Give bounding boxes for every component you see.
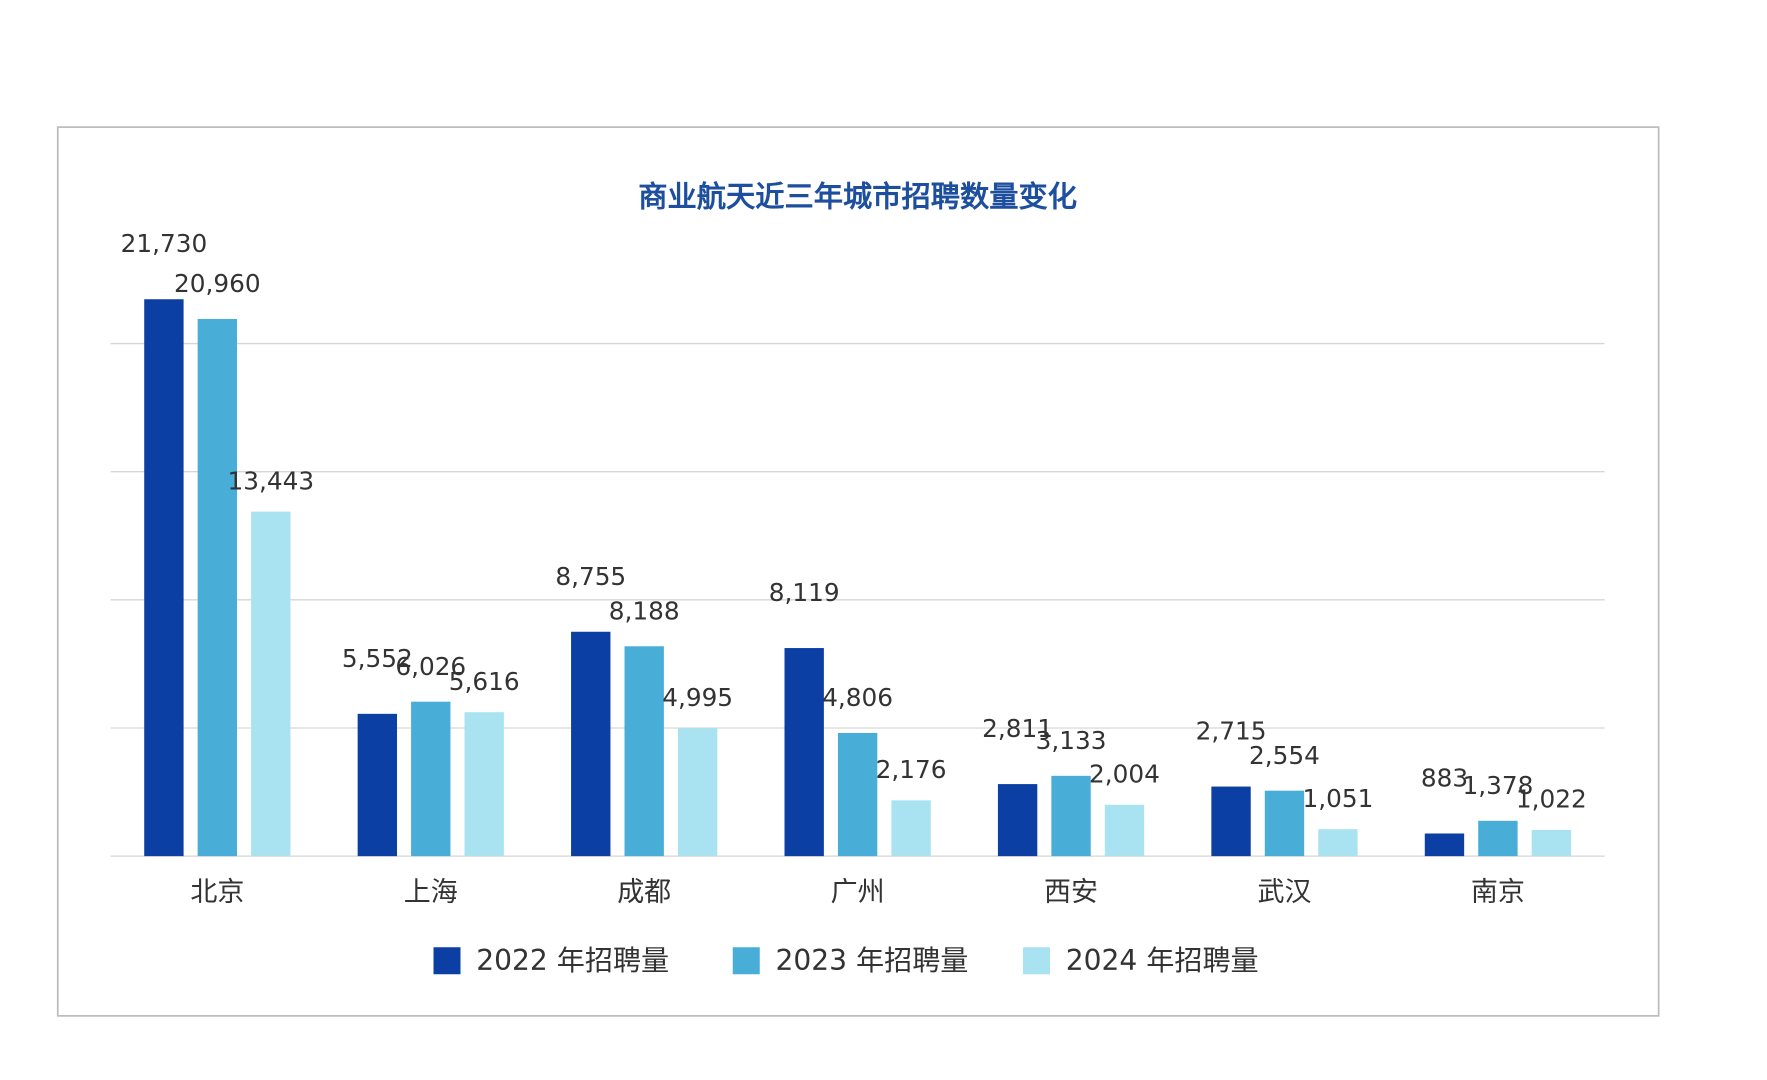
x-tick-label: 西安 [1044,877,1098,908]
value-label: 4,806 [822,683,893,712]
bar [357,713,398,857]
bar [571,631,611,857]
bar [1478,820,1518,857]
value-label: 2,004 [1089,760,1160,789]
bar [1424,833,1465,857]
value-label: 1,378 [1462,771,1533,800]
bar [677,728,718,857]
chart-title: 商业航天近三年城市招聘数量变化 [638,180,1077,214]
x-tick-label: 南京 [1471,877,1525,908]
value-label: 6,026 [395,652,466,681]
bar [144,299,184,857]
x-tick-label: 武汉 [1257,877,1311,908]
bar [891,800,931,857]
value-label: 5,616 [449,667,520,696]
value-label: 3,133 [1036,726,1107,755]
legend-swatch [732,947,760,975]
value-label: 1,051 [1302,784,1373,813]
legend-label: 2024 年招聘量 [1066,944,1259,977]
value-label: 21,730 [121,229,208,258]
bar [1531,829,1572,857]
legend-swatch [433,947,461,975]
x-tick-label: 成都 [617,877,671,908]
legend-label: 2023 年招聘量 [776,944,969,977]
bar [624,646,664,857]
legend-swatch [1023,947,1050,975]
bar [1318,829,1358,857]
bar [1051,775,1091,857]
value-label: 2,554 [1249,741,1320,770]
value-label: 5,552 [342,644,413,673]
bar [1211,786,1251,857]
value-label: 8,188 [609,597,680,626]
x-tick-label: 广州 [831,877,885,908]
value-label: 883 [1421,763,1468,792]
bar [251,511,291,857]
x-tick-label: 北京 [190,877,244,908]
value-label: 2,811 [982,714,1053,743]
value-label: 20,960 [174,269,261,298]
bar [464,712,504,857]
bar [784,648,824,857]
value-label: 2,176 [876,755,947,784]
bar [197,318,238,857]
value-label: 8,755 [555,562,626,591]
bar [1104,804,1145,857]
x-tick-label: 上海 [404,877,458,908]
chart-frame [56,126,1660,1017]
value-label: 8,119 [769,578,840,607]
value-label: 1,022 [1516,785,1587,814]
value-label: 13,443 [227,466,314,495]
bar [837,732,878,857]
bar [411,701,451,857]
bar [1264,790,1305,857]
bar [997,784,1038,857]
value-label: 4,995 [662,683,733,712]
legend-label: 2022 年招聘量 [476,944,669,977]
value-label: 2,715 [1196,717,1267,746]
